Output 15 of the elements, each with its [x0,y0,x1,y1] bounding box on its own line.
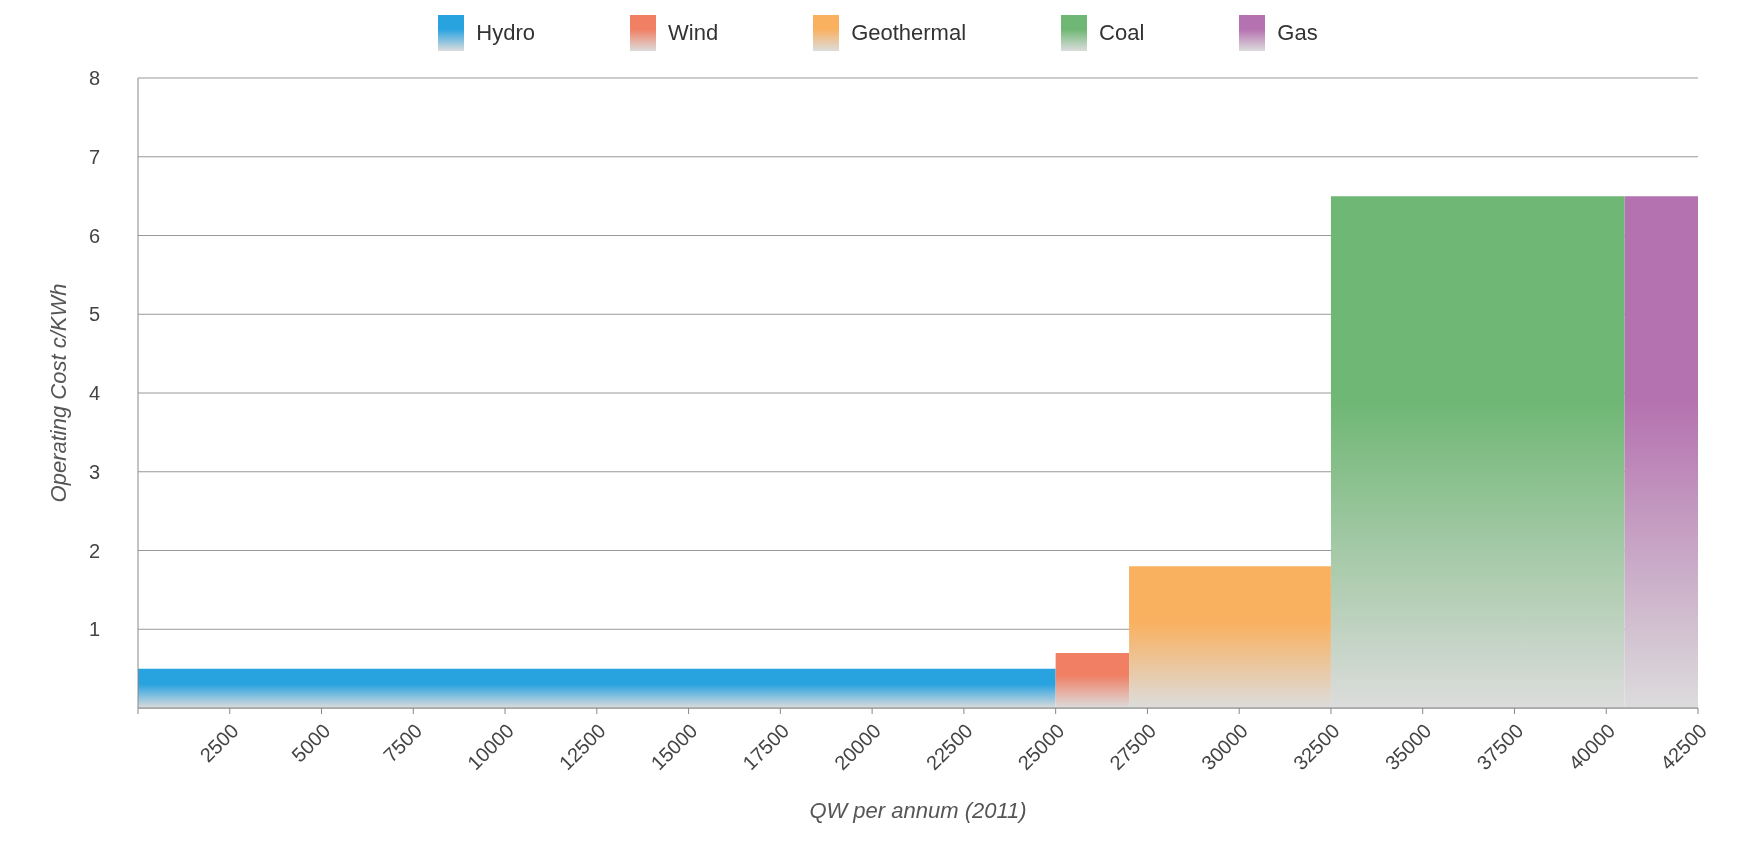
y-axis-title: Operating Cost c/KWh [45,283,71,503]
category-label: Wind [668,20,719,45]
y-tick-label: 8 [88,67,100,90]
category-label: Hydro [476,20,535,45]
x-axis-title: QW per annum (2011) [809,798,1027,823]
y-tick-label: 2 [88,539,100,562]
category-label: Gas [1277,20,1318,45]
category-label: Coal [1099,20,1145,45]
y-tick-label: 3 [88,460,100,483]
y-tick-label: 5 [88,303,100,326]
y-tick-label: 7 [88,145,100,168]
y-tick-label: 6 [88,224,100,247]
y-tick-label: 1 [88,618,100,641]
category-label: Geothermal [851,20,967,45]
y-tick-label: 4 [88,382,100,405]
